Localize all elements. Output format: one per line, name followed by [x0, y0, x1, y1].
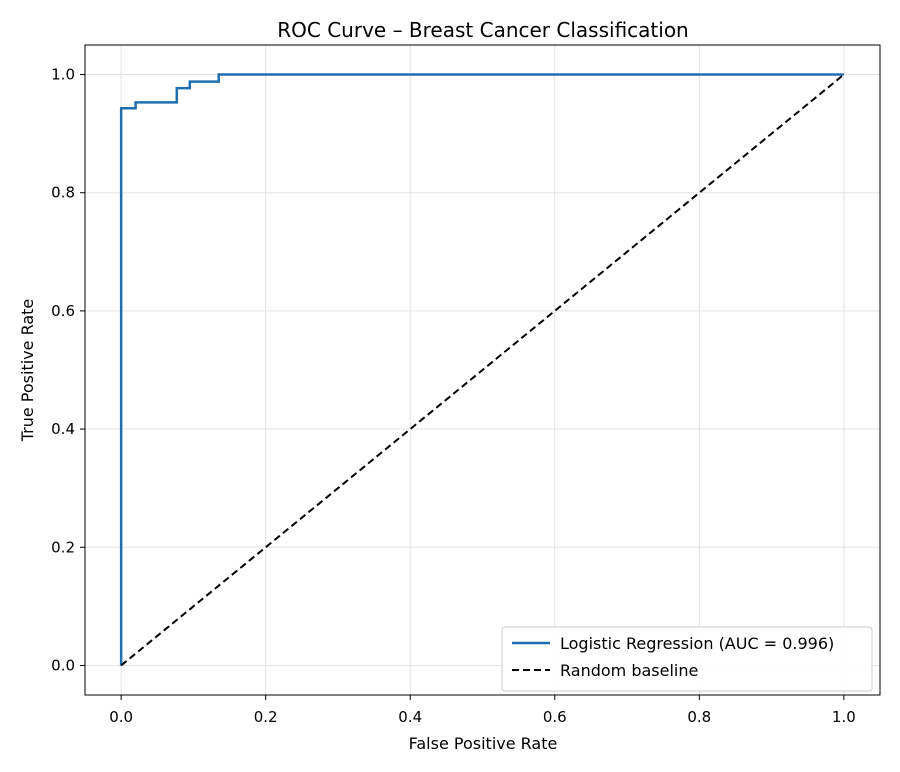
series-layer — [119, 73, 845, 667]
x-tick-label: 1.0 — [832, 708, 856, 726]
y-tick-label: 0.0 — [51, 656, 75, 674]
random-baseline-line — [120, 73, 845, 667]
legend-box — [501, 626, 873, 692]
x-axis-label: False Positive Rate — [409, 734, 558, 753]
roc-curve-line — [119, 73, 844, 666]
x-tick-label: 0.6 — [543, 708, 567, 726]
ticks: 0.0 0.2 0.4 0.6 0.8 1.0 0.0 0.2 0.4 0.6 0.8 1.0 — [51, 66, 856, 726]
y-tick-label: 0.2 — [51, 538, 75, 556]
legend-label-logistic-regression: Logistic Regression (AUC = 0.996) — [560, 634, 834, 653]
x-tick-label: 0.2 — [254, 708, 278, 726]
y-tick-label: 0.8 — [51, 184, 75, 202]
y-tick-label: 1.0 — [51, 66, 75, 84]
x-tick-label: 0.0 — [109, 708, 133, 726]
x-tick-label: 0.8 — [687, 708, 711, 726]
legend-label-random-baseline: Random baseline — [560, 661, 698, 680]
plot-area-frame — [84, 44, 881, 696]
legend: Logistic Regression (AUC = 0.996) Random… — [501, 626, 873, 692]
x-tick-label: 0.4 — [398, 708, 422, 726]
y-axis-label: True Positive Rate — [18, 299, 37, 443]
chart-title: ROC Curve – Breast Cancer Classification — [277, 18, 688, 42]
y-tick-label: 0.4 — [51, 420, 75, 438]
y-tick-label: 0.6 — [51, 302, 75, 320]
grid — [85, 45, 880, 695]
